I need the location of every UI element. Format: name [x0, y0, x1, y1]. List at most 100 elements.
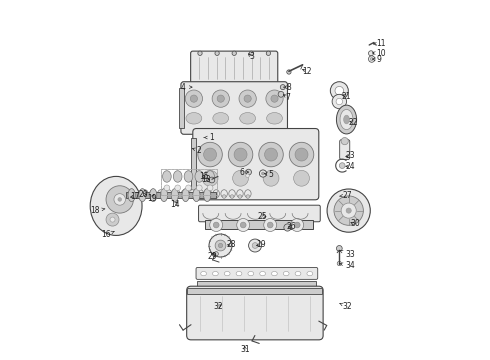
Circle shape	[287, 70, 291, 74]
Ellipse shape	[186, 113, 202, 124]
Circle shape	[159, 195, 163, 198]
FancyBboxPatch shape	[340, 140, 350, 159]
Ellipse shape	[201, 271, 206, 276]
Ellipse shape	[184, 171, 193, 182]
Text: 2: 2	[193, 146, 201, 155]
Circle shape	[238, 195, 242, 198]
Circle shape	[368, 51, 373, 56]
Ellipse shape	[343, 115, 349, 124]
Circle shape	[291, 219, 304, 231]
Ellipse shape	[271, 271, 277, 276]
Circle shape	[337, 261, 342, 266]
Ellipse shape	[236, 271, 242, 276]
Text: 8: 8	[284, 83, 291, 92]
Circle shape	[368, 56, 375, 62]
Bar	[162, 169, 217, 195]
Bar	[197, 281, 316, 289]
Circle shape	[209, 177, 215, 183]
Bar	[126, 192, 216, 198]
Circle shape	[191, 195, 194, 198]
Text: 11: 11	[373, 40, 386, 49]
Circle shape	[244, 95, 251, 102]
Ellipse shape	[142, 190, 148, 198]
Circle shape	[143, 195, 147, 198]
Circle shape	[264, 219, 277, 231]
Circle shape	[268, 222, 273, 228]
Circle shape	[245, 169, 251, 175]
Circle shape	[118, 198, 122, 201]
Circle shape	[230, 195, 234, 198]
Circle shape	[183, 195, 186, 198]
Circle shape	[198, 195, 202, 198]
Circle shape	[167, 195, 171, 198]
Circle shape	[337, 246, 342, 251]
Ellipse shape	[307, 271, 313, 276]
Circle shape	[240, 222, 246, 228]
Circle shape	[215, 51, 219, 55]
Circle shape	[246, 195, 250, 198]
Circle shape	[245, 174, 249, 177]
Text: 21: 21	[342, 92, 351, 101]
Circle shape	[295, 148, 308, 161]
Ellipse shape	[175, 185, 180, 191]
Ellipse shape	[181, 190, 188, 198]
Ellipse shape	[337, 105, 357, 134]
Ellipse shape	[195, 171, 204, 182]
Text: 10: 10	[372, 49, 386, 58]
FancyBboxPatch shape	[198, 205, 320, 222]
Ellipse shape	[245, 190, 251, 198]
Text: 24: 24	[345, 162, 355, 171]
Circle shape	[217, 95, 224, 102]
Text: 27: 27	[340, 191, 352, 199]
Text: 30: 30	[350, 220, 360, 229]
Ellipse shape	[237, 190, 243, 198]
Ellipse shape	[189, 190, 196, 198]
Text: 20: 20	[139, 190, 148, 199]
Text: 18: 18	[90, 206, 105, 215]
Text: 7: 7	[283, 93, 290, 102]
Circle shape	[185, 90, 202, 107]
Circle shape	[106, 213, 119, 226]
FancyBboxPatch shape	[191, 51, 278, 85]
Ellipse shape	[213, 190, 220, 198]
Circle shape	[271, 95, 278, 102]
Circle shape	[202, 170, 218, 186]
Ellipse shape	[149, 190, 156, 198]
FancyBboxPatch shape	[181, 82, 288, 134]
Circle shape	[334, 196, 364, 225]
Ellipse shape	[193, 189, 200, 202]
Text: 16: 16	[101, 230, 114, 239]
Text: 6: 6	[240, 168, 248, 177]
Text: 29: 29	[207, 252, 217, 261]
Ellipse shape	[283, 271, 289, 276]
Ellipse shape	[173, 190, 180, 198]
Ellipse shape	[260, 271, 266, 276]
Ellipse shape	[197, 190, 204, 198]
Text: 32: 32	[340, 302, 352, 311]
Ellipse shape	[221, 190, 227, 198]
Circle shape	[259, 142, 283, 167]
FancyBboxPatch shape	[196, 267, 318, 279]
Text: 23: 23	[345, 151, 355, 160]
Text: 3: 3	[248, 53, 254, 62]
Ellipse shape	[149, 189, 157, 202]
Circle shape	[330, 82, 348, 100]
Circle shape	[248, 239, 262, 252]
Circle shape	[213, 222, 219, 228]
Circle shape	[206, 195, 210, 198]
Ellipse shape	[164, 185, 170, 191]
Ellipse shape	[205, 190, 212, 198]
Text: 19: 19	[147, 194, 157, 202]
Circle shape	[212, 90, 229, 107]
Circle shape	[110, 217, 115, 222]
Circle shape	[151, 195, 155, 198]
Circle shape	[198, 51, 202, 55]
Ellipse shape	[206, 171, 215, 182]
Circle shape	[237, 219, 250, 231]
Circle shape	[266, 90, 283, 107]
Circle shape	[222, 195, 226, 198]
Text: 14: 14	[170, 200, 180, 209]
Circle shape	[263, 170, 279, 186]
Text: 34: 34	[340, 261, 355, 270]
Ellipse shape	[173, 171, 182, 182]
